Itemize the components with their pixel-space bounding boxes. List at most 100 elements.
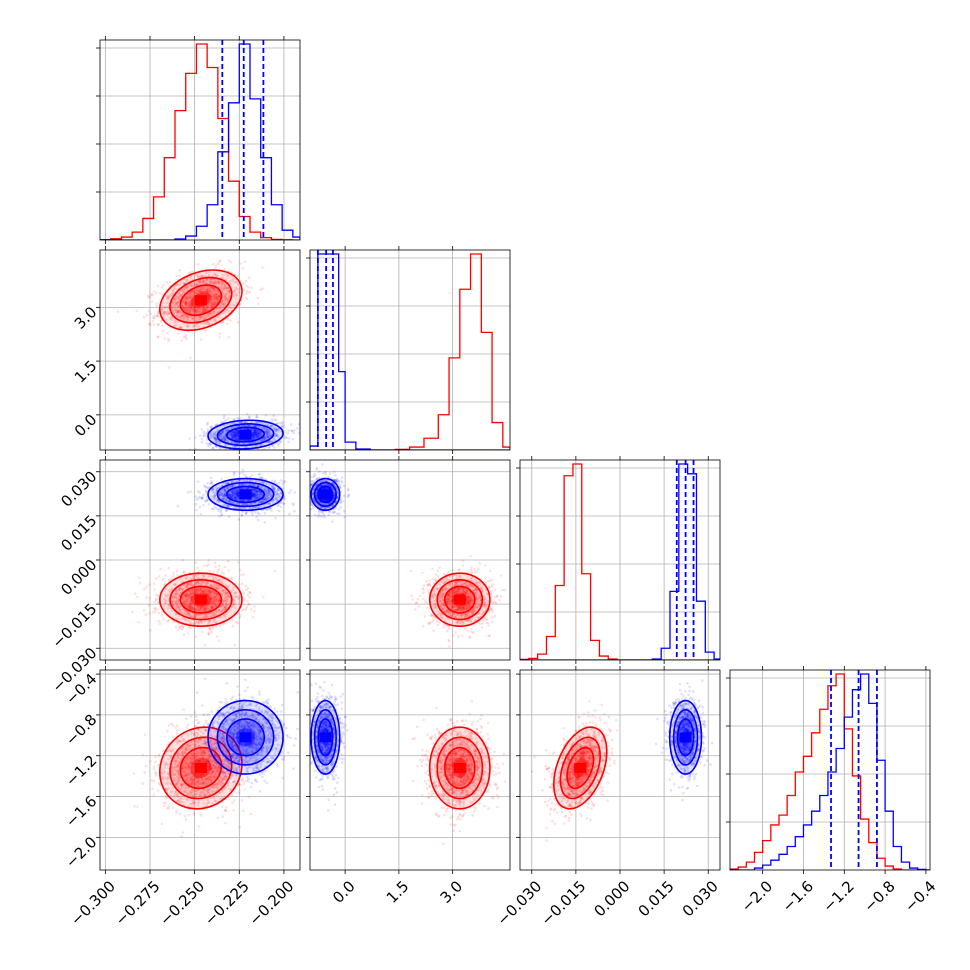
contour-line [668, 699, 703, 775]
contour-line [159, 269, 243, 332]
density-peak [194, 762, 207, 773]
y-tick-label: −0.015 [49, 600, 101, 652]
x-tick-label: −0.015 [537, 877, 589, 929]
scatter-panel-3-2 [516, 666, 721, 874]
contour-line [159, 572, 243, 627]
contour-line [169, 276, 233, 324]
x-tick-label: 0.0 [329, 877, 359, 907]
x-tick-label: 3.0 [437, 877, 467, 907]
histogram-red-0 [100, 43, 300, 240]
x-tick-label: −0.8 [860, 877, 898, 915]
contour-line [159, 726, 243, 810]
contour-line [313, 708, 337, 766]
x-tick-label: −2.0 [738, 877, 776, 915]
x-tick-label: 0.015 [635, 877, 678, 920]
contour-line [317, 718, 334, 757]
x-tick-label: 1.5 [383, 877, 413, 907]
axes-frame [309, 669, 511, 871]
contour-line [179, 585, 223, 614]
axes-frame [99, 669, 301, 871]
scatter-panel-2-0 [96, 456, 301, 664]
x-tick-label: −0.250 [156, 877, 208, 929]
x-tick-label: −0.225 [201, 877, 253, 929]
density-peak [574, 762, 587, 773]
density-peak [453, 762, 466, 773]
scatter-panel-3-1 [306, 666, 511, 874]
contour-line [443, 746, 476, 790]
contour-line [428, 726, 491, 810]
histogram-blue-0 [100, 43, 300, 240]
contour-line [428, 572, 491, 627]
contour-line [313, 481, 337, 508]
y-tick-label: −1.6 [62, 792, 100, 830]
density-peak [239, 489, 252, 500]
contour-line [216, 481, 275, 508]
contour-line [559, 736, 601, 800]
contour-line [443, 585, 476, 614]
contour-line [436, 579, 484, 621]
contour-line [225, 718, 266, 757]
contour-line [436, 736, 484, 800]
contour-line [169, 579, 233, 621]
x-tick-label: −1.2 [819, 877, 857, 915]
density-peak [679, 732, 692, 743]
histogram-red-1 [310, 253, 510, 450]
histogram-red-2 [520, 463, 720, 660]
contour-line [225, 485, 266, 504]
contour-line [207, 477, 284, 512]
axes-frame [729, 669, 931, 871]
contour-line [207, 419, 284, 450]
histogram-blue-1 [310, 253, 510, 450]
histogram-blue-3 [730, 673, 930, 870]
axes-frame [309, 249, 511, 451]
x-tick-label: 0.000 [590, 877, 633, 920]
y-tick-label: 0.000 [57, 556, 100, 599]
x-tick-label: 0.030 [679, 877, 722, 920]
y-tick-label: −1.2 [62, 751, 100, 789]
density-peak [453, 594, 466, 605]
histogram-panel-3 [726, 666, 931, 874]
scatter-panel-1-0 [96, 246, 301, 454]
contour-line [566, 746, 595, 790]
contour-line [310, 477, 341, 512]
contour-line [310, 699, 341, 775]
contour-line [672, 708, 699, 766]
contour-line [207, 699, 284, 775]
histogram-panel-2 [516, 456, 721, 664]
axes-frame [99, 249, 301, 451]
contour-line [317, 485, 334, 504]
contour-line [179, 284, 223, 317]
contour-line [553, 726, 608, 810]
density-peak [194, 295, 207, 306]
x-tick-label: −0.300 [67, 877, 119, 929]
density-peak [319, 489, 332, 500]
histogram-red-3 [730, 673, 930, 870]
scatter-panel-3-0 [96, 666, 301, 874]
histogram-panel-1 [306, 246, 511, 454]
y-tick-label: −0.8 [62, 711, 100, 749]
contour-line [676, 718, 695, 757]
x-tick-label: −0.200 [246, 877, 298, 929]
axes-frame [99, 39, 301, 241]
contour-line [169, 736, 233, 800]
y-tick-label: 0.015 [57, 512, 100, 555]
density-peak [319, 732, 332, 743]
y-tick-label: 0.030 [57, 468, 100, 511]
histogram-blue-2 [520, 463, 720, 660]
x-tick-label: −0.030 [493, 877, 545, 929]
contour-line [216, 423, 275, 447]
x-tick-label: −0.4 [901, 877, 939, 915]
density-peak [194, 594, 207, 605]
scatter-points-red [411, 700, 507, 846]
contour-line [179, 746, 223, 790]
contour-line [225, 426, 266, 443]
y-tick-label: −2.0 [62, 833, 100, 871]
histogram-panel-0 [96, 36, 301, 244]
contour-line [216, 708, 275, 766]
x-tick-label: −1.6 [779, 877, 817, 915]
density-peak [239, 429, 252, 440]
density-peak [239, 732, 252, 743]
scatter-panel-2-1 [306, 456, 511, 664]
x-tick-label: −0.275 [112, 877, 164, 929]
